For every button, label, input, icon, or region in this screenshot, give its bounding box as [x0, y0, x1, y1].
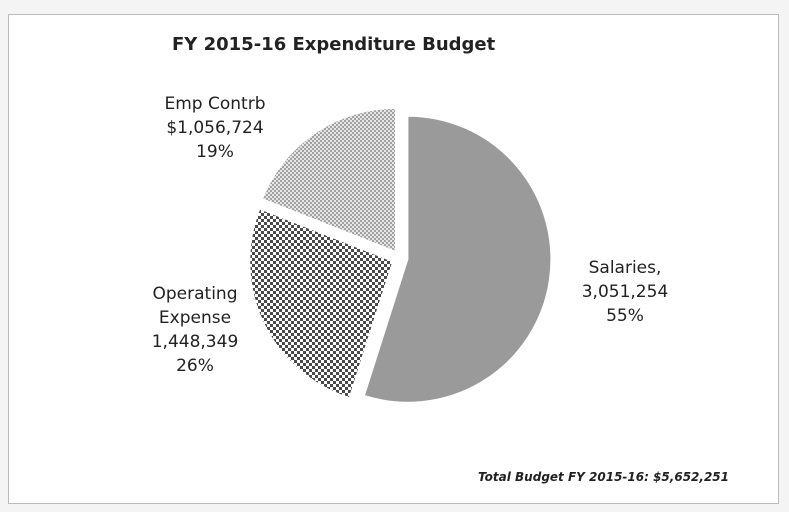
category-label: Salaries,: [588, 258, 662, 278]
pie-slice: [249, 208, 394, 399]
value-label: 3,051,254: [581, 282, 669, 302]
slice-label: Emp Contrb $1,056,724 19%: [140, 92, 290, 164]
chart-title: FY 2015-16 Expenditure Budget: [172, 34, 496, 55]
slice-label: Operating Expense 1,448,349 26%: [140, 282, 250, 378]
pie-slice: [261, 107, 396, 253]
total-note: Total Budget FY 2015-16: $5,652,251: [478, 470, 729, 484]
category-label: Operating Expense: [152, 284, 238, 328]
value-label: $1,056,724: [166, 118, 264, 138]
pie-slice: [363, 115, 552, 403]
value-label: 1,448,349: [151, 332, 239, 352]
chart-frame: [8, 14, 779, 504]
slice-label: Salaries, 3,051,254 55%: [560, 256, 690, 328]
percent-label: 19%: [196, 142, 234, 162]
category-label: Emp Contrb: [164, 94, 266, 114]
percent-label: 26%: [176, 356, 214, 376]
percent-label: 55%: [606, 306, 644, 326]
